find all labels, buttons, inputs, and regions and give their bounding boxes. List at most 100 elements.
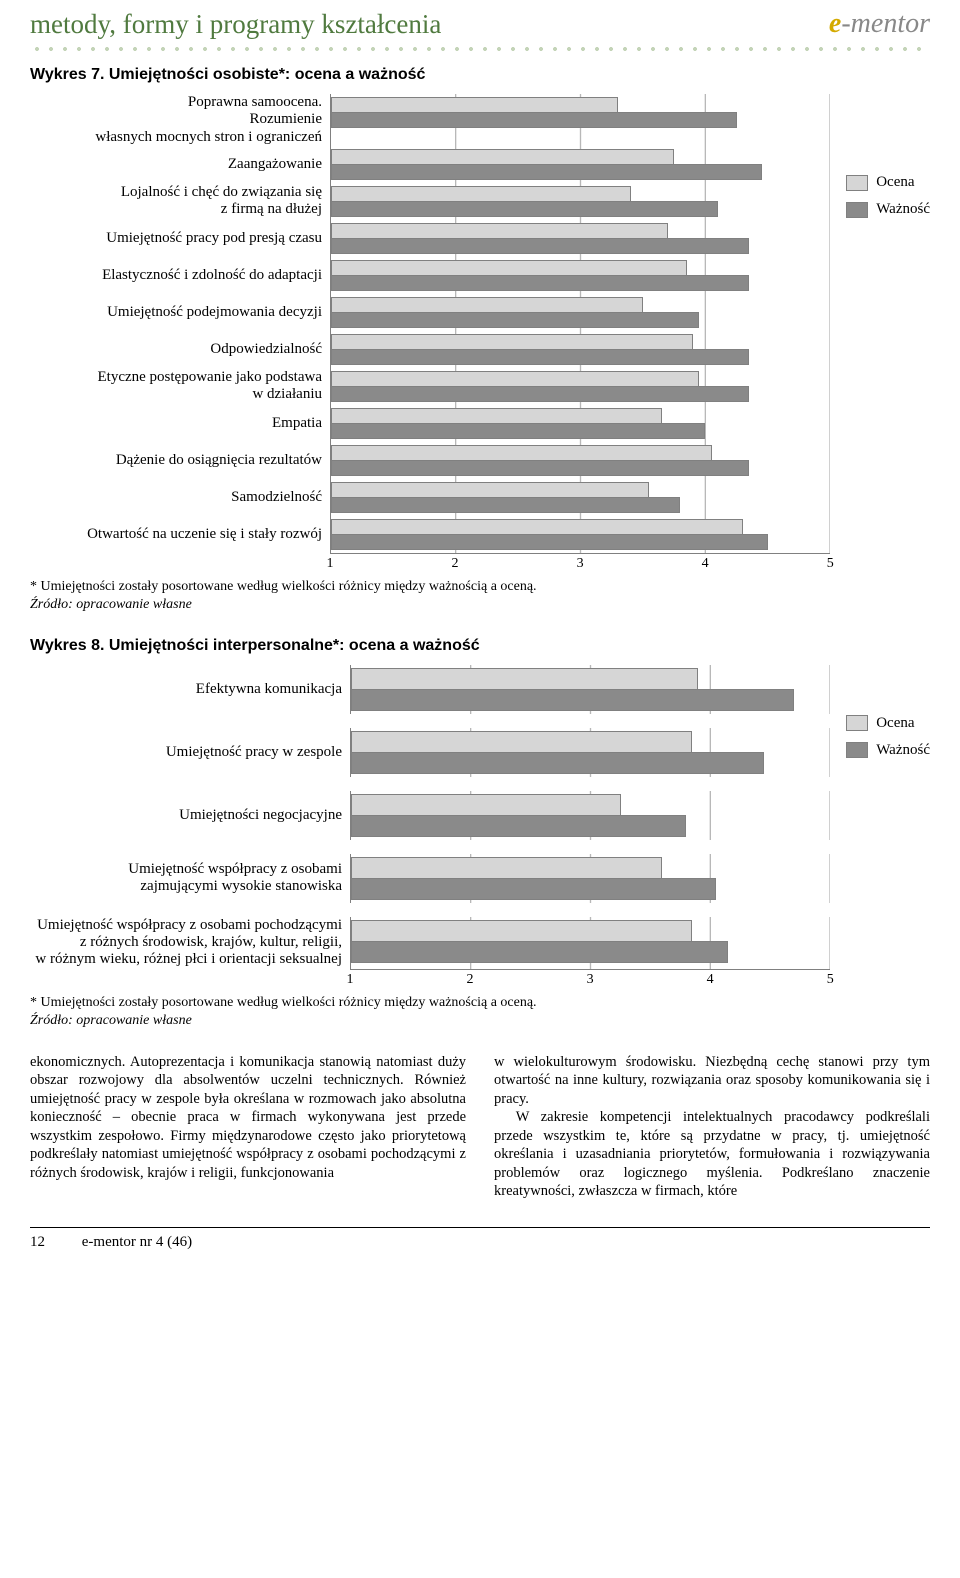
bar-ocena [351,794,621,816]
bar-ocena [331,334,693,350]
bar-ocena [331,519,743,535]
journal-ref: e-mentor nr 4 (46) [82,1234,192,1250]
bar-waznosc [331,112,737,128]
bar-label: Samodzielność [30,479,330,516]
bar-waznosc [331,312,699,328]
bar-ocena [331,371,699,387]
bar-label: Otwartość na uczenie się i stały rozwój [30,516,330,553]
bar-label: Efektywna komunikacja [30,665,350,714]
col-right: w wielokulturowym środowisku. Niezbędną … [494,1053,930,1201]
bar-ocena [331,445,712,461]
chart-row: Umiejętność współpracy z osobami pochodz… [30,917,830,969]
bar-ocena [351,731,692,753]
bar-ocena [351,668,698,690]
chart-row: Umiejętność pracy pod presją czasu [30,220,830,257]
bar-waznosc [331,238,749,254]
bar-waznosc [351,878,716,900]
chart-row: Umiejętność pracy w zespole [30,728,830,777]
chart8-source: Źródło: opracowanie własne [30,1013,930,1029]
axis-tick: 1 [347,972,354,988]
chart-row: Otwartość na uczenie się i stały rozwój [30,516,830,553]
chart8: Efektywna komunikacja Umiejętność pracy w… [30,665,930,991]
bar-waznosc [331,201,718,217]
bar-ocena [331,408,662,424]
chart8-title: Wykres 8. Umiejętności interpersonalne*:… [30,637,930,655]
legend-swatch-waznosc [846,202,868,218]
chart-row: Samodzielność [30,479,830,516]
bar-waznosc [351,815,686,837]
chart-row: Umiejętności negocjacyjne [30,791,830,840]
axis-tick: 2 [452,556,459,572]
chart7: Poprawna samoocena. Rozumienie własnych … [30,94,930,575]
chart-row: Lojalność i chęć do związania się z firm… [30,183,830,220]
chart-row: Etyczne postępowanie jako podstawa w dzi… [30,368,830,405]
divider-dots [30,46,930,52]
bar-ocena [331,149,674,165]
chart-row: Dążenie do osiągnięcia rezultatów [30,442,830,479]
legend-swatch-ocena [846,715,868,731]
bar-waznosc [351,941,728,963]
bar-waznosc [331,534,768,550]
chart-row: Efektywna komunikacja [30,665,830,714]
bar-ocena [331,297,643,313]
legend-swatch-waznosc [846,742,868,758]
chart7-footnote: * Umiejętności zostały posortowane wedłu… [30,579,930,595]
axis-tick: 3 [577,556,584,572]
axis-tick: 4 [702,556,709,572]
chart7-legend: Ocena Ważność [846,174,930,228]
bar-label: Odpowiedzialność [30,331,330,368]
bar-waznosc [331,164,762,180]
chart-row: Zaangażowanie [30,146,830,183]
bar-waznosc [331,386,749,402]
bar-waznosc [351,689,794,711]
legend-swatch-ocena [846,175,868,191]
bar-ocena [351,857,662,879]
bar-label: Elastyczność i zdolność do adaptacji [30,257,330,294]
chart-row: Umiejętność podejmowania decyzji [30,294,830,331]
bar-label: Empatia [30,405,330,442]
bar-ocena [331,186,631,202]
bar-ocena [351,920,692,942]
bar-waznosc [351,752,764,774]
bar-waznosc [331,497,680,513]
bar-label: Lojalność i chęć do związania się z firm… [30,183,330,220]
col-left: ekonomicznych. Autoprezentacja i komunik… [30,1053,466,1201]
bar-label: Umiejętność pracy w zespole [30,728,350,777]
chart8-footnote: * Umiejętności zostały posortowane wedłu… [30,995,930,1011]
bar-waznosc [331,460,749,476]
logo: e-mentor [829,8,930,40]
axis-tick: 2 [467,972,474,988]
bar-label: Umiejętność współpracy z osobami pochodz… [30,917,350,969]
chart-row: Odpowiedzialność [30,331,830,368]
chart-row: Empatia [30,405,830,442]
section-title: metody, formy i programy kształcenia [30,9,441,40]
chart-row: Umiejętność współpracy z osobami zajmują… [30,854,830,903]
axis-tick: 1 [327,556,334,572]
page-number: 12 [30,1234,78,1251]
bar-ocena [331,482,649,498]
bar-label: Umiejętności negocjacyjne [30,791,350,840]
axis-tick: 5 [827,972,834,988]
chart7-title: Wykres 7. Umiejętności osobiste*: ocena … [30,66,930,84]
chart-row: Poprawna samoocena. Rozumienie własnych … [30,94,830,146]
x-axis: 12345 [330,553,830,575]
bar-waznosc [331,423,705,439]
x-axis: 12345 [350,969,830,991]
axis-tick: 4 [707,972,714,988]
bar-label: Etyczne postępowanie jako podstawa w dzi… [30,368,330,405]
bar-waznosc [331,349,749,365]
bar-label: Poprawna samoocena. Rozumienie własnych … [30,94,330,146]
axis-tick: 5 [827,556,834,572]
bar-label: Dążenie do osiągnięcia rezultatów [30,442,330,479]
bar-ocena [331,223,668,239]
chart8-legend: Ocena Ważność [846,715,930,769]
chart-row: Elastyczność i zdolność do adaptacji [30,257,830,294]
bar-ocena [331,260,687,276]
body-columns: ekonomicznych. Autoprezentacja i komunik… [30,1053,930,1201]
footer-text: 12 e-mentor nr 4 (46) [30,1234,930,1251]
bar-waznosc [331,275,749,291]
bar-label: Umiejętność podejmowania decyzji [30,294,330,331]
axis-tick: 3 [587,972,594,988]
bar-label: Zaangażowanie [30,146,330,183]
chart7-source: Źródło: opracowanie własne [30,597,930,613]
